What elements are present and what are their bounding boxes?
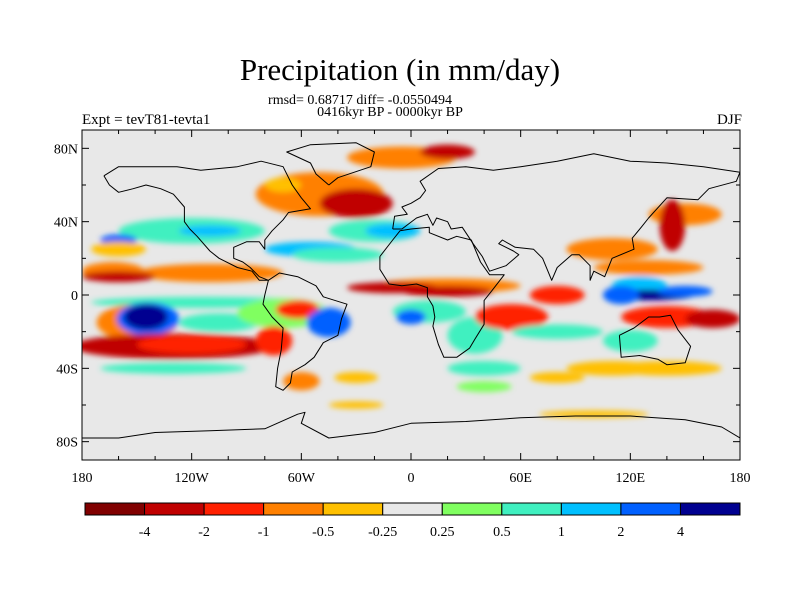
colorbar-label-6: 0.5 — [493, 525, 511, 540]
colorbar-swatch-8 — [560, 502, 622, 516]
x-tick-label-3: 0 — [408, 471, 415, 486]
x-tick-label-0: 180 — [72, 471, 93, 486]
anomaly-region-3 — [136, 263, 284, 283]
colorbar-swatch-4 — [322, 502, 384, 516]
colorbar-swatch-1 — [144, 502, 205, 516]
colorbar-swatch-3 — [263, 502, 324, 516]
anomaly-region-11 — [124, 304, 168, 330]
anomaly-region-32 — [396, 309, 426, 325]
colorbar-swatch-10 — [679, 502, 741, 516]
anomaly-region-48 — [612, 361, 722, 376]
colorbar-label-9: 4 — [677, 525, 684, 540]
anomaly-region-17 — [306, 307, 351, 338]
anomaly-region-14 — [136, 335, 247, 354]
anomaly-region-16 — [275, 300, 320, 319]
y-axis: 80N 40N 0 40S 80S — [54, 142, 740, 451]
anomaly-region-37 — [447, 361, 521, 376]
coastline-greenland — [286, 142, 375, 186]
colorbar-label-0: -4 — [139, 525, 151, 540]
coastline-north-america — [103, 160, 311, 281]
colorbar-label-8: 2 — [617, 525, 624, 540]
anomaly-region-52 — [334, 372, 379, 383]
anomaly-region-25 — [420, 144, 475, 160]
chart-title: Precipitation (in mm/day) — [239, 52, 561, 87]
coastline-south-america — [262, 272, 348, 391]
coastline-antarctica — [82, 411, 740, 439]
colorbar-swatch-7 — [501, 502, 562, 516]
chart-subtitle-rmsd: rmsd= 0.68717 diff= -0.0550494 — [268, 93, 452, 108]
x-tick-label-1: 120W — [175, 471, 210, 486]
anomaly-region-39 — [593, 260, 704, 275]
colorbar: -4 -2 -1 -0.5 -0.25 0.25 0.5 1 2 4 — [84, 502, 741, 540]
anomaly-region-35 — [529, 285, 585, 305]
season-label: DJF — [716, 112, 742, 128]
anomaly-region-27 — [365, 223, 421, 239]
anomaly-region-51 — [264, 177, 302, 193]
anomaly-region-54 — [529, 372, 585, 383]
anomaly-region-4 — [82, 271, 156, 283]
x-tick-label-2: 60W — [288, 471, 316, 486]
anomaly-region-45 — [685, 309, 740, 329]
coastlines — [82, 142, 740, 439]
coastline-africa — [379, 226, 505, 358]
anomaly-region-18 — [255, 326, 293, 356]
anomaly-region-34 — [474, 304, 549, 330]
anomaly-region-0 — [648, 203, 722, 226]
colorbar-label-3: -0.5 — [312, 525, 334, 540]
y-tick-label-2: 0 — [71, 289, 78, 304]
colorbar-swatch-2 — [203, 502, 265, 516]
anomaly-region-50 — [91, 241, 146, 257]
experiment-label: Expt = tevT81-tevta1 — [82, 112, 211, 128]
anomaly-region-21 — [292, 247, 384, 262]
anomaly-region-30 — [401, 285, 494, 297]
anomaly-region-55 — [328, 401, 384, 409]
colorbar-swatch-6 — [441, 502, 503, 516]
anomaly-region-46 — [602, 329, 658, 352]
coastline-australia — [618, 314, 692, 366]
colorbar-label-2: -1 — [258, 525, 270, 540]
colorbar-label-4: -0.25 — [368, 525, 397, 540]
anomaly-region-23 — [319, 188, 393, 218]
x-axis: 180 120W 60W 0 60E 120E 180 — [72, 130, 751, 486]
x-tick-label-4: 60E — [509, 471, 532, 486]
y-tick-label-3: 40S — [56, 362, 78, 377]
anomaly-region-1 — [659, 199, 686, 251]
anomaly-region-38 — [566, 238, 658, 261]
colorbar-label-7: 1 — [558, 525, 565, 540]
anomaly-regions — [82, 144, 740, 418]
anomaly-region-42 — [657, 285, 713, 297]
anomaly-region-36 — [511, 324, 603, 339]
colorbar-swatch-5 — [382, 502, 443, 516]
y-tick-label-1: 40N — [54, 216, 78, 231]
x-tick-label-5: 120E — [616, 471, 646, 486]
anomaly-region-19 — [283, 372, 320, 391]
anomaly-region-12 — [178, 313, 260, 332]
colorbar-label-1: -2 — [198, 525, 210, 540]
coastline-eurasia — [392, 153, 740, 281]
chart-subtitle-period: 0416kyr BP - 0000kyr BP — [317, 105, 463, 120]
anomaly-region-43 — [602, 285, 640, 305]
colorbar-label-5: 0.25 — [430, 525, 455, 540]
colorbar-swatch-0 — [84, 502, 146, 516]
y-tick-label-0: 80N — [54, 142, 78, 157]
x-tick-label-6: 180 — [730, 471, 751, 486]
y-tick-label-4: 80S — [56, 436, 78, 451]
anomaly-region-53 — [456, 381, 512, 393]
colorbar-swatch-9 — [620, 502, 681, 516]
anomaly-region-49 — [100, 362, 247, 374]
